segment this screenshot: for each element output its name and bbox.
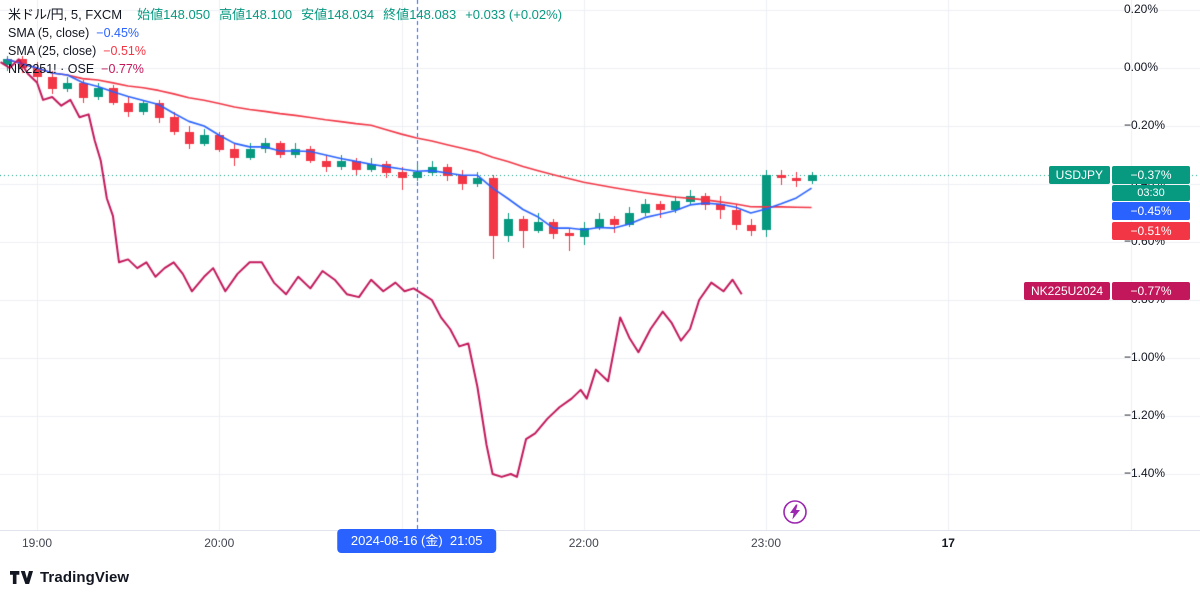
- time-tick-label: 19:00: [21, 536, 53, 550]
- badge-sma5-value: −0.45%: [1112, 202, 1190, 221]
- legend-compare-nk225[interactable]: NK2251! · OSE −0.77%: [8, 60, 562, 78]
- ohlc-open: 始値148.050: [137, 7, 210, 22]
- badge-usdjpy-value: −0.37%: [1112, 166, 1190, 185]
- high-value: 148.100: [245, 7, 293, 22]
- time-tick-label: 17: [941, 536, 955, 550]
- ohlc-close: 終値148.083: [383, 7, 456, 22]
- nk225-value: −0.77%: [101, 62, 144, 76]
- tradingview-logo-text: TradingView: [40, 569, 130, 586]
- sma5-value: −0.45%: [96, 26, 140, 40]
- legend-indicator-sma25[interactable]: SMA (25, close) −0.51%: [8, 42, 562, 60]
- lightning-marker[interactable]: [782, 499, 808, 525]
- lightning-icon: [783, 500, 807, 524]
- ohlc-high: 高値148.100: [219, 7, 292, 22]
- legend-indicator-sma5[interactable]: SMA (5, close) −0.45%: [8, 24, 562, 42]
- time-tick-label: 22:00: [568, 536, 599, 550]
- open-value: 148.050: [163, 7, 211, 22]
- price-badge-usdjpy: USDJPY −0.37%: [1048, 166, 1190, 185]
- sma25-value: −0.51%: [103, 44, 146, 58]
- legend-symbol-row[interactable]: 米ドル/円, 5, FXCM 始値148.050 高値148.100 安値148.03…: [8, 5, 562, 24]
- sma5-label: SMA (5, close): [8, 26, 90, 40]
- badge-symbol-name: USDJPY: [1048, 166, 1110, 185]
- change-value: +0.033 (+0.02%): [465, 7, 563, 22]
- footer: TradingView: [0, 556, 1200, 601]
- tradingview-logo-icon: [10, 571, 33, 584]
- time-tick-label: 20:00: [204, 536, 235, 550]
- price-badge-sma25: −0.51%: [1112, 222, 1190, 241]
- low-label: 安値: [301, 7, 328, 22]
- open-label: 始値: [137, 7, 164, 22]
- sma25-label: SMA (25, close): [8, 44, 97, 58]
- close-value: 148.083: [409, 7, 457, 22]
- crosshair-time-tooltip: 2024-08-16 (金) 21:05: [336, 529, 497, 553]
- ohlc-low: 安値148.034: [301, 7, 374, 22]
- bar-countdown: 03:30: [1112, 185, 1190, 202]
- nk225-label: NK2251! · OSE: [8, 62, 95, 76]
- tradingview-logo[interactable]: TradingView: [10, 569, 129, 586]
- time-tick-label: 23:00: [750, 536, 782, 550]
- badge-nk225-name: NK225U2024: [1023, 282, 1110, 301]
- badge-nk225-value: −0.77%: [1112, 282, 1190, 301]
- price-badge-sma5: −0.45%: [1112, 202, 1190, 221]
- high-label: 高値: [219, 7, 246, 22]
- chart-pane[interactable]: 0.20%0.00%−0.20%−0.40%−0.60%−0.80%−1.00%…: [0, 0, 1200, 530]
- ohlc-values: 始値148.050 高値148.100 安値148.034 終値148.083 +0.0…: [128, 7, 562, 22]
- close-label: 終値: [383, 7, 410, 22]
- legend: 米ドル/円, 5, FXCM 始値148.050 高値148.100 安値148.03…: [8, 5, 562, 78]
- badge-sma25-value: −0.51%: [1112, 222, 1190, 241]
- price-badge-nk225: NK225U2024 −0.77%: [1023, 282, 1190, 301]
- symbol-title[interactable]: 米ドル/円, 5, FXCM: [8, 7, 123, 22]
- chart-canvas[interactable]: [0, 0, 1200, 530]
- low-value: 148.034: [327, 7, 375, 22]
